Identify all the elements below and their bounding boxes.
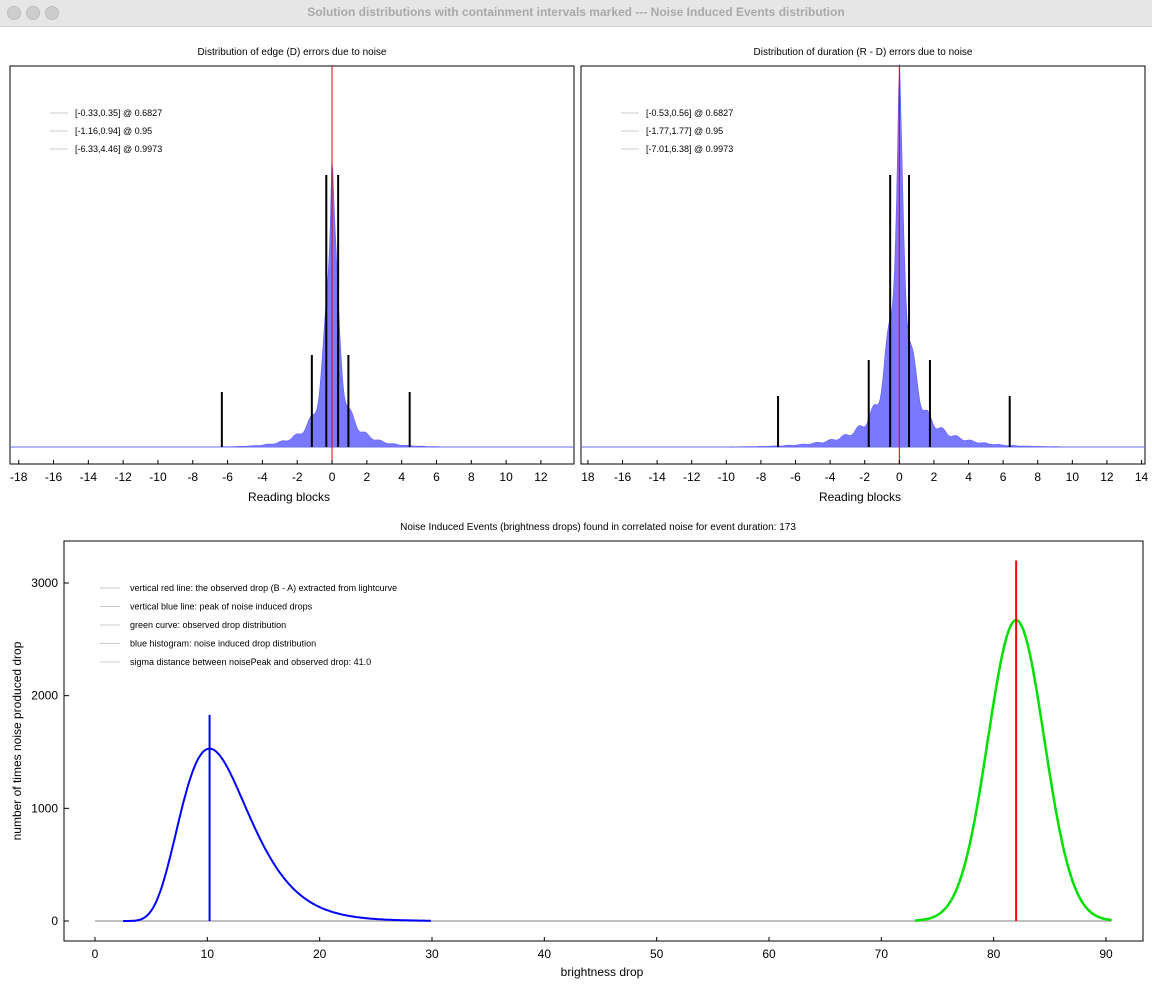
x-tick-label: 2 [931,470,938,484]
x-tick-label: 0 [92,947,99,961]
x-tick-label: 18 [581,470,595,484]
x-tick-label: -4 [825,470,836,484]
zoom-button[interactable] [45,6,59,20]
histogram-area [10,163,574,448]
title-bar: Solution distributions with containment … [0,0,1152,27]
x-tick-label: 4 [965,470,972,484]
x-tick-label: 10 [201,947,215,961]
plot-frame [9,65,575,465]
x-tick-label: 50 [650,947,664,961]
x-tick-label: -2 [859,470,870,484]
x-tick-label: -12 [683,470,701,484]
window-title: Solution distributions with containment … [307,5,845,19]
legend-entry: [-6.33,4.46] @ 0.9973 [75,144,162,154]
x-tick-label: 70 [875,947,889,961]
x-tick-label: -8 [756,470,767,484]
xlabel-edge: Reading blocks [248,490,330,504]
x-tick-label: -10 [149,470,167,484]
x-tick-label: -8 [187,470,198,484]
legend-entry: [-0.33,0.35] @ 0.6827 [75,108,162,118]
chart-title-edge: Distribution of edge (D) errors due to n… [198,47,387,58]
close-button[interactable] [7,6,21,20]
xlabel-duration: Reading blocks [819,490,901,504]
x-tick-label: 12 [1100,470,1114,484]
x-tick-label: 10 [1066,470,1080,484]
x-tick-label: 20 [313,947,327,961]
x-tick-label: -12 [114,470,132,484]
legend-entry: [-0.53,0.56] @ 0.6827 [646,108,733,118]
legend-entry: sigma distance between noisePeak and obs… [130,657,371,667]
x-tick-label: -14 [648,470,666,484]
x-tick-label: -6 [222,470,233,484]
noise-histogram [123,747,431,922]
histogram-area [581,63,1145,448]
x-tick-label: 6 [1000,470,1007,484]
x-tick-label: -10 [718,470,736,484]
x-tick-label: 12 [534,470,548,484]
y-tick-label: 3000 [31,576,58,590]
x-tick-label: 80 [987,947,1001,961]
x-tick-label: 4 [398,470,405,484]
x-tick-label: 0 [329,470,336,484]
ylabel-brightness: number of times noise produced drop [10,641,24,840]
y-tick-label: 2000 [31,689,58,703]
x-tick-label: 14 [1135,470,1149,484]
legend-entry: [-7.01,6.38] @ 0.9973 [646,144,733,154]
x-tick-label: 8 [468,470,475,484]
plot-frame [580,65,1146,465]
legend-entry: vertical red line: the observed drop (B … [130,583,397,593]
x-tick-label: -14 [80,470,98,484]
x-tick-label: 90 [1099,947,1113,961]
chart-title-duration: Distribution of duration (R - D) errors … [754,47,973,58]
legend-entry: blue histogram: noise induced drop distr… [130,639,316,649]
x-tick-label: 40 [538,947,552,961]
x-tick-label: 60 [762,947,776,961]
y-tick-label: 0 [51,914,58,928]
x-tick-label: -2 [292,470,303,484]
observed-curve [915,618,1112,922]
x-tick-label: 0 [896,470,903,484]
x-tick-label: -4 [257,470,268,484]
plot-frame [63,540,1144,942]
x-tick-label: 30 [425,947,439,961]
x-tick-label: 8 [1034,470,1041,484]
legend-entry: vertical blue line: peak of noise induce… [130,602,313,612]
chart-title-noise-events: Noise Induced Events (brightness drops) … [400,522,796,533]
x-tick-label: -18 [10,470,28,484]
x-tick-label: -16 [614,470,632,484]
xlabel-brightness: brightness drop [561,965,644,979]
x-tick-label: -6 [790,470,801,484]
x-tick-label: -16 [45,470,63,484]
x-tick-label: 6 [433,470,440,484]
legend-entry: [-1.16,0.94] @ 0.95 [75,126,152,136]
x-tick-label: 2 [364,470,371,484]
legend-entry: green curve: observed drop distribution [130,620,286,630]
y-tick-label: 1000 [31,801,58,815]
minimize-button[interactable] [26,6,40,20]
legend-entry: [-1.77,1.77] @ 0.95 [646,126,723,136]
x-tick-label: 10 [499,470,513,484]
